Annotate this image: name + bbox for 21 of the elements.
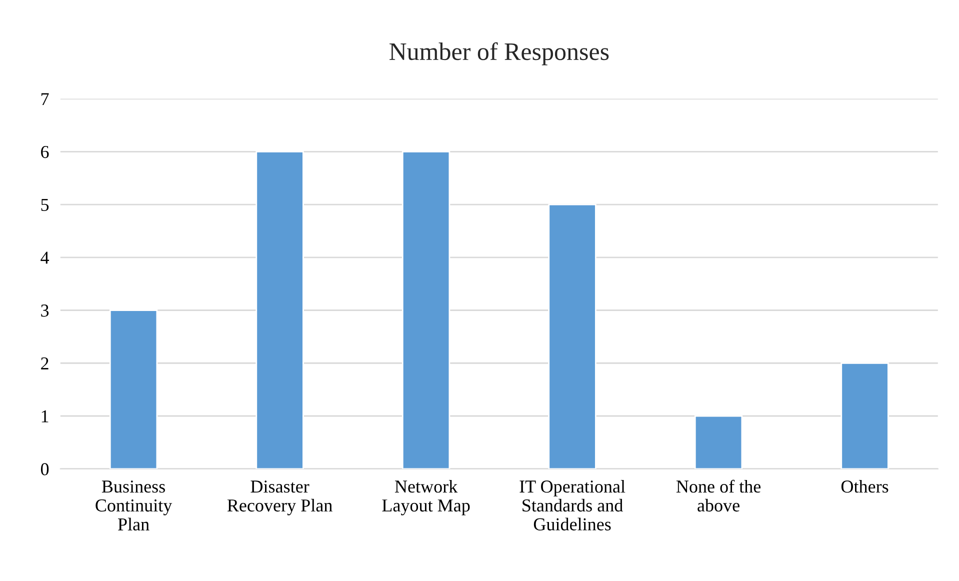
x-tick-label: Business Continuity Plan: [96, 480, 172, 530]
bar: [402, 150, 450, 469]
y-tick-label: 1: [42, 410, 48, 422]
y-tick-label: 4: [40, 252, 50, 264]
bar: [694, 415, 743, 469]
y-tick-label: 6: [41, 146, 49, 158]
x-tick-label: Disaster Recovery Plan: [227, 480, 332, 516]
y-tick-label: 5: [41, 198, 49, 211]
bar: [256, 150, 304, 469]
x-tick-label: None of the above: [676, 480, 761, 512]
chart-title: Number of Responses: [389, 42, 609, 66]
bar: [548, 204, 596, 469]
y-tick-label: 7: [41, 93, 49, 106]
bar: [840, 362, 889, 469]
y-tick-label: 3: [41, 304, 49, 317]
x-tick-label: IT Operational Standards and Guidelines: [520, 480, 626, 530]
x-tick-label: Others: [841, 480, 888, 493]
bar: [109, 310, 158, 469]
y-tick-label: 0: [40, 463, 49, 476]
x-tick-label: Network Layout Map: [382, 480, 470, 516]
y-tick-label: 2: [41, 357, 48, 370]
